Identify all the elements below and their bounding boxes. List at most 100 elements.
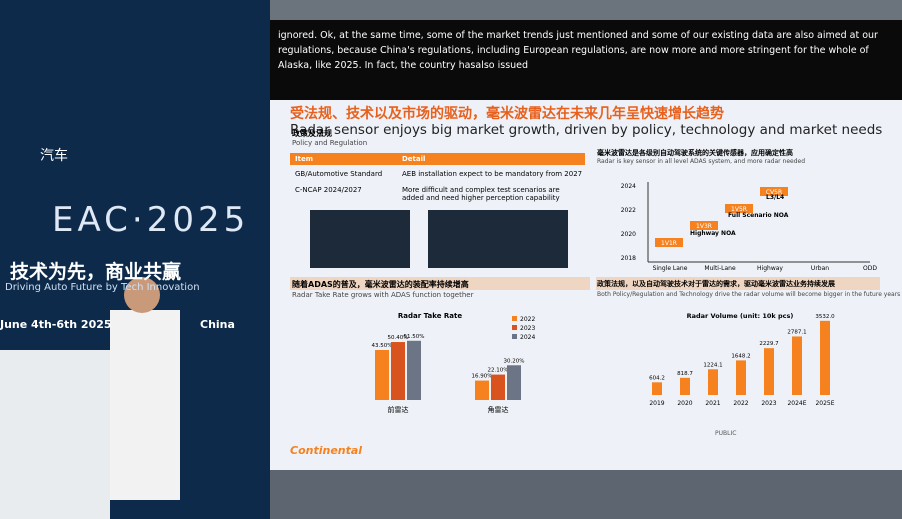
- bar: [708, 369, 718, 395]
- speaker: [110, 310, 180, 500]
- event-logo: EAC·2025: [52, 200, 250, 240]
- table-cell: GB/Automotive Standard: [295, 170, 383, 178]
- data-label: 51.50%: [404, 334, 425, 340]
- x-label: Highway: [757, 265, 783, 272]
- table-header: Detail: [402, 155, 426, 163]
- config-box: [690, 221, 718, 230]
- x-label: 2022: [733, 400, 748, 407]
- chart-title: Radar Take Rate: [398, 312, 462, 320]
- config-label: 1V3R: [696, 223, 712, 230]
- legend-swatch: [512, 325, 517, 330]
- slide-subtitle: Radar sensor enjoys big market growth, d…: [290, 122, 883, 138]
- legend-label: 2024: [520, 334, 535, 341]
- podium: [0, 350, 110, 519]
- table-header-bar: [290, 153, 585, 165]
- legend-swatch: [512, 334, 517, 339]
- place: China: [200, 318, 235, 331]
- data-label: 50.40%: [388, 335, 409, 341]
- section-bar: [596, 277, 880, 290]
- data-label: 30.20%: [504, 358, 525, 364]
- x-label: Multi-Lane: [704, 265, 736, 272]
- y-label: 2018: [621, 255, 636, 262]
- bar: [736, 360, 746, 395]
- data-label: 43.50%: [372, 343, 393, 349]
- x-label: 2023: [761, 400, 776, 407]
- chart-title: Radar Volume (unit: 10k pcs): [687, 312, 794, 320]
- x-label: ODD: [863, 265, 877, 272]
- x-label: Single Lane: [653, 265, 688, 272]
- bar: [491, 374, 505, 400]
- x-label: 2024E: [787, 400, 806, 407]
- y-label: 2020: [621, 231, 636, 238]
- data-label: 16.90%: [472, 374, 493, 380]
- table-cell: AEB installation expect to be mandatory …: [402, 170, 583, 178]
- legend-swatch: [512, 316, 517, 321]
- table-cell: More difficult and complex test scenario…: [402, 186, 560, 202]
- image: [310, 210, 410, 268]
- data-label: 2787.1: [787, 329, 806, 335]
- heading: 毫米波雷达是各级别自动驾驶系统的关键传感器，应用确定性高: [597, 149, 793, 157]
- slide-title: 受法规、技术以及市场的驱动，毫米波雷达在未来几年呈快速增长趋势: [290, 106, 724, 122]
- config-box: [760, 187, 788, 196]
- stage-label: Highway NOA: [690, 230, 736, 237]
- bar: [652, 382, 662, 395]
- slogan: 技术为先，商业共赢: [10, 261, 182, 283]
- legend-label: 2023: [520, 325, 535, 332]
- caption: ignored. Ok, at the same time, some of t…: [278, 30, 878, 71]
- table-cell: C-NCAP 2024/2027: [295, 186, 362, 194]
- config-box: [725, 204, 753, 213]
- bar: [475, 380, 489, 400]
- bar: [407, 340, 421, 400]
- bar: [680, 377, 690, 395]
- x-label: Urban: [811, 265, 829, 272]
- data-label: 1648.2: [731, 353, 750, 359]
- x-label: 角雷达: [488, 405, 509, 414]
- heading-en: Radar is key sensor in all level ADAS sy…: [597, 158, 806, 165]
- heading-en: Both Policy/Regulation and Technology dr…: [597, 291, 901, 298]
- bar: [507, 365, 521, 400]
- data-label: 3532.0: [815, 314, 835, 320]
- data-label: 22.10%: [488, 368, 509, 374]
- x-label: 2025E: [815, 400, 834, 407]
- config-box: [655, 238, 683, 247]
- floor: [270, 470, 902, 519]
- y-label: 2022: [621, 207, 636, 214]
- heading: 政策及法规: [292, 129, 332, 138]
- data-label: 1224.1: [703, 362, 722, 368]
- table-header: Item: [295, 155, 313, 163]
- config-label: 1V1R: [661, 240, 677, 247]
- heading: 政策法规，以及自动驾驶技术对于雷达的需求，驱动毫米波雷达业务持续发展: [597, 280, 835, 288]
- data-label: 604.2: [649, 375, 665, 381]
- bar: [375, 349, 389, 400]
- caption-band: [270, 20, 902, 100]
- heading-en: Policy and Regulation: [292, 139, 368, 147]
- config-label: 1V5R: [731, 206, 747, 213]
- x-label: 2021: [705, 400, 720, 407]
- bar: [764, 348, 774, 395]
- x-label: 2019: [649, 400, 664, 407]
- brand-logo: Continental: [290, 444, 363, 457]
- heading: 随着ADAS的普及，毫米波雷达的装配率持续增高: [292, 280, 469, 289]
- y-label: 2024: [621, 183, 636, 190]
- speaker-head: [124, 277, 160, 313]
- bar: [792, 336, 802, 395]
- stage-label: L3/L4: [766, 194, 784, 201]
- slogan-en: Driving Auto Future by Tech Innovation: [5, 282, 200, 293]
- brand: 汽车: [40, 148, 68, 164]
- date: June 4th-6th 2025: [0, 318, 112, 331]
- bar: [391, 342, 405, 400]
- data-label: 2229.7: [759, 341, 779, 347]
- data-label: 818.7: [677, 371, 693, 377]
- section-bar: [290, 277, 590, 290]
- heading-en: Radar Take Rate grows with ADAS function…: [292, 291, 474, 299]
- stage-label: Full Scenario NOA: [728, 212, 789, 219]
- legend-label: 2022: [520, 316, 535, 323]
- config-label: CV5R: [766, 189, 782, 196]
- bar: [820, 320, 830, 395]
- x-label: 2020: [677, 400, 692, 407]
- x-label: 前雷达: [388, 405, 409, 414]
- image: [428, 210, 568, 268]
- classification: PUBLIC: [715, 430, 737, 437]
